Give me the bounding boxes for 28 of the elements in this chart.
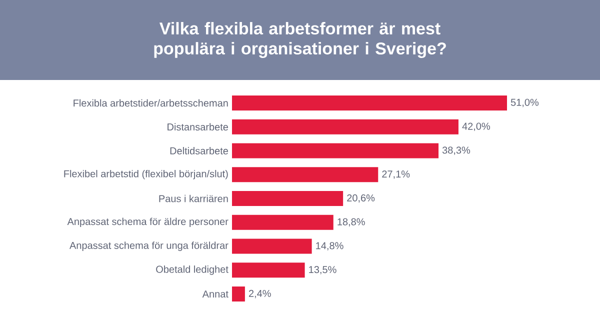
data-label: 13,5% — [309, 266, 336, 274]
bar — [232, 286, 245, 302]
y-tick-label: Anpassat schema för äldre personer — [67, 218, 228, 228]
bar — [232, 119, 458, 134]
y-tick-label: Obetald ledighet — [156, 266, 228, 275]
bar — [232, 262, 305, 278]
bar — [232, 167, 378, 182]
data-label: 20,6% — [347, 194, 375, 203]
data-label: 27,1% — [382, 170, 410, 179]
bar — [232, 191, 344, 206]
bar — [232, 95, 507, 110]
y-tick-label: Annat — [202, 290, 228, 298]
bar — [232, 214, 334, 230]
bar — [232, 143, 439, 158]
chart-title: Vilka flexibla arbetsformer är mest populära i organisationer i Sverige? — [154, 22, 446, 58]
bar — [232, 238, 312, 254]
y-tick-label: Anpassat schema för unga föräldrar — [70, 242, 228, 251]
data-label: 18,8% — [338, 218, 365, 227]
y-tick-label: Flexibla arbetstider/arbetsscheman — [74, 99, 228, 107]
data-label: 42,0% — [462, 122, 490, 131]
y-tick-label: Deltidsarbete — [170, 147, 228, 154]
data-label: 38,3% — [442, 146, 470, 155]
y-tick-label: Flexibel arbetstid (flexibel början/slut) — [64, 170, 228, 180]
y-tick-label: Paus i karriären — [159, 194, 228, 202]
data-label: 14,8% — [316, 242, 344, 250]
data-label: 51,0% — [510, 98, 539, 108]
data-label: 2,4% — [248, 290, 271, 298]
y-tick-label: Distansarbete — [168, 123, 228, 131]
